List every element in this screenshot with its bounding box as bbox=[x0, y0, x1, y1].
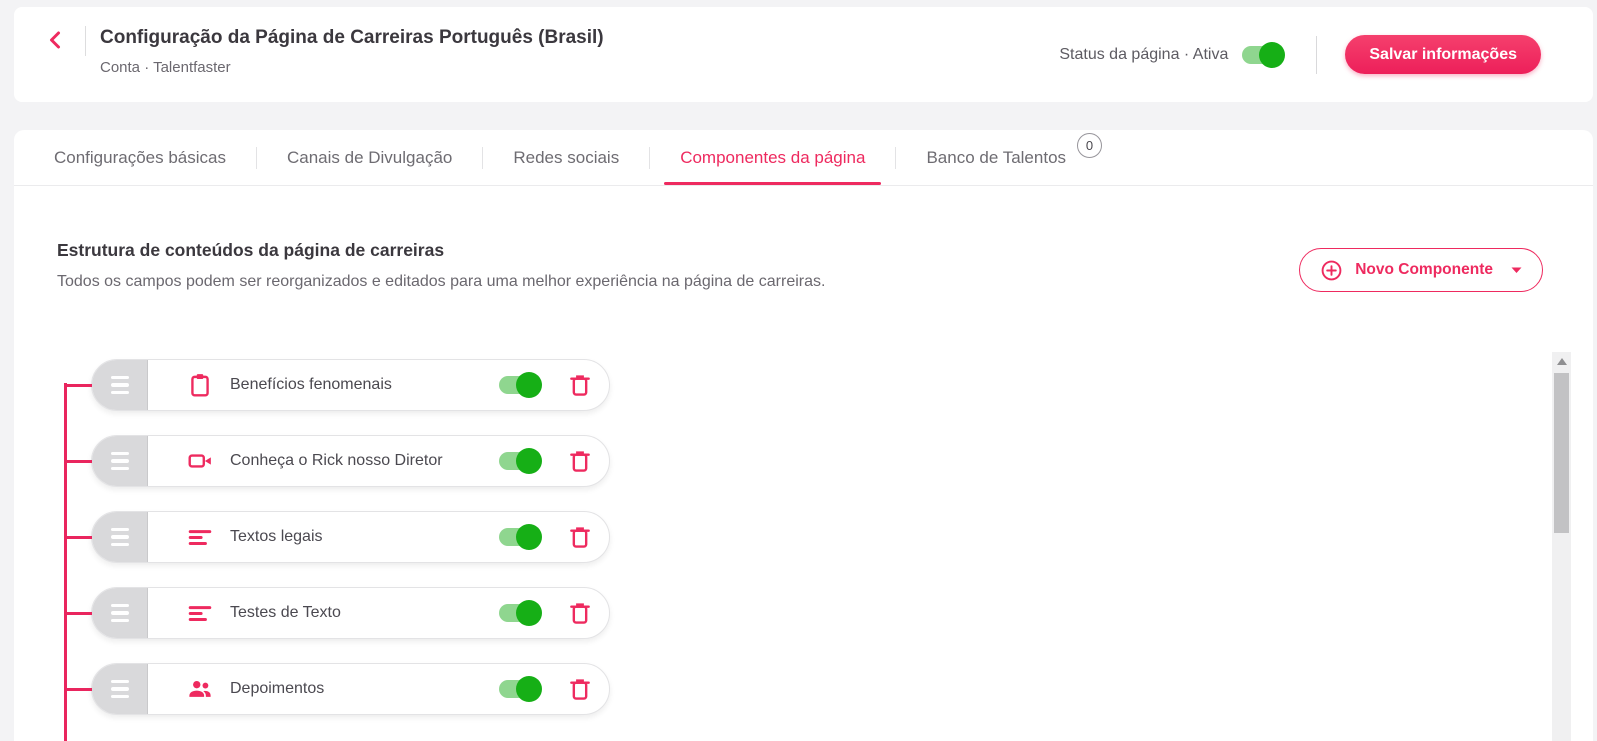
toggle-knob bbox=[516, 600, 542, 626]
drag-handle-bar bbox=[110, 459, 129, 463]
drag-handle-bar bbox=[110, 542, 129, 547]
page-header: Configuração da Página de Carreiras Port… bbox=[14, 7, 1593, 102]
tab-label: Componentes da página bbox=[680, 147, 866, 167]
toggle-knob bbox=[516, 448, 542, 474]
component-label: Benefícios fenomenais bbox=[230, 376, 392, 393]
drag-handle-bar bbox=[110, 687, 129, 691]
tab-redes-sociais[interactable]: Redes sociais bbox=[483, 130, 649, 185]
component-row: Depoimentos bbox=[67, 663, 610, 715]
drag-handle-bar bbox=[110, 451, 129, 456]
new-component-label: Novo Componente bbox=[1355, 261, 1493, 278]
toggle-knob bbox=[516, 524, 542, 550]
component-row: Testes de Texto bbox=[67, 587, 610, 639]
delete-component-button[interactable] bbox=[567, 448, 593, 474]
drag-handle[interactable] bbox=[92, 436, 148, 486]
chevron-left-icon bbox=[50, 31, 60, 49]
trash-icon bbox=[570, 527, 590, 548]
chevron-down-icon bbox=[1511, 267, 1522, 273]
tree-connector-line bbox=[64, 383, 67, 741]
delete-component-button[interactable] bbox=[567, 372, 593, 398]
drag-handle[interactable] bbox=[92, 512, 148, 562]
drag-handle-bar bbox=[110, 611, 129, 615]
page-title: Configuração da Página de Carreiras Port… bbox=[100, 27, 604, 48]
component-row: Textos legais bbox=[67, 511, 610, 563]
drag-handle-bar bbox=[110, 527, 129, 532]
toggle-knob bbox=[516, 676, 542, 702]
header-divider bbox=[85, 26, 86, 56]
clipboard-icon bbox=[187, 372, 213, 398]
back-button[interactable] bbox=[44, 29, 66, 51]
tab-label: Redes sociais bbox=[513, 147, 620, 167]
tab-separator bbox=[649, 146, 651, 169]
trash-icon bbox=[570, 603, 590, 624]
delete-component-button[interactable] bbox=[567, 600, 593, 626]
component-toggle[interactable] bbox=[499, 372, 542, 398]
tab-componentes-da-p-gina[interactable]: Componentes da página bbox=[650, 130, 895, 185]
plus-circle-icon bbox=[1321, 260, 1342, 280]
component-label: Conheça o Rick nosso Diretor bbox=[230, 452, 443, 469]
header-divider bbox=[1316, 35, 1318, 74]
component-row: Benefícios fenomenais bbox=[67, 359, 610, 411]
text-icon bbox=[187, 600, 213, 626]
tab-separator bbox=[895, 146, 897, 169]
page-status-label: Status da página · Ativa bbox=[1059, 45, 1229, 63]
trash-icon bbox=[570, 375, 590, 396]
tab-label: Banco de Talentos bbox=[926, 147, 1067, 167]
delete-component-button[interactable] bbox=[567, 524, 593, 550]
video-icon bbox=[187, 448, 213, 474]
tab-banco-de-talentos[interactable]: Banco de Talentos 0 bbox=[896, 130, 1103, 185]
delete-component-button[interactable] bbox=[567, 676, 593, 702]
scroll-up-button[interactable] bbox=[1552, 352, 1571, 370]
tab-separator bbox=[255, 146, 257, 169]
component-list: Benefícios fenomenais Conheça o Rick noss… bbox=[67, 359, 610, 739]
breadcrumb: Conta · Talentfaster bbox=[100, 59, 231, 76]
content-panel: Configurações básicas Canais de Divulgaçã… bbox=[14, 130, 1593, 741]
drag-handle-bar bbox=[110, 375, 129, 380]
drag-handle-bar bbox=[110, 383, 129, 387]
drag-handle-bar bbox=[110, 535, 129, 539]
section-subtitle: Todos os campos podem ser reorganizados … bbox=[57, 273, 826, 290]
component-toggle[interactable] bbox=[499, 600, 542, 626]
toggle-knob bbox=[1259, 41, 1286, 68]
drag-handle[interactable] bbox=[92, 588, 148, 638]
drag-handle-bar bbox=[110, 466, 129, 471]
tab-canais-de-divulga-o[interactable]: Canais de Divulgação bbox=[257, 130, 482, 185]
component-label: Testes de Texto bbox=[230, 604, 341, 621]
drag-handle[interactable] bbox=[92, 360, 148, 410]
component-label: Textos legais bbox=[230, 528, 323, 545]
trash-icon bbox=[570, 451, 590, 472]
drag-handle-bar bbox=[110, 603, 129, 608]
component-label: Depoimentos bbox=[230, 680, 325, 697]
component-toggle[interactable] bbox=[499, 524, 542, 550]
people-icon bbox=[187, 676, 213, 702]
page-status-toggle[interactable] bbox=[1242, 41, 1286, 68]
toggle-knob bbox=[516, 372, 542, 398]
save-button[interactable]: Salvar informações bbox=[1345, 35, 1541, 74]
drag-handle-bar bbox=[110, 679, 129, 684]
drag-handle-bar bbox=[110, 618, 129, 623]
component-toggle[interactable] bbox=[499, 448, 542, 474]
tab-label: Configurações básicas bbox=[54, 147, 226, 167]
component-row: Conheça o Rick nosso Diretor bbox=[67, 435, 610, 487]
arrow-up-icon bbox=[1556, 357, 1567, 365]
trash-icon bbox=[570, 679, 590, 700]
drag-handle-bar bbox=[110, 390, 129, 395]
new-component-button[interactable]: Novo Componente bbox=[1299, 248, 1543, 292]
tab-separator bbox=[482, 146, 484, 169]
component-toggle[interactable] bbox=[499, 676, 542, 702]
scrollbar-thumb[interactable] bbox=[1554, 373, 1569, 533]
scrollbar-track[interactable] bbox=[1552, 352, 1571, 741]
text-icon bbox=[187, 524, 213, 550]
tab-configura-es-b-sicas[interactable]: Configurações básicas bbox=[24, 130, 256, 185]
section-title: Estrutura de conteúdos da página de carr… bbox=[57, 240, 445, 260]
tab-label: Canais de Divulgação bbox=[286, 147, 453, 167]
drag-handle[interactable] bbox=[92, 664, 148, 714]
drag-handle-bar bbox=[110, 694, 129, 699]
tab-bar: Configurações básicas Canais de Divulgaçã… bbox=[14, 130, 1593, 186]
tab-count-badge: 0 bbox=[1077, 133, 1103, 158]
